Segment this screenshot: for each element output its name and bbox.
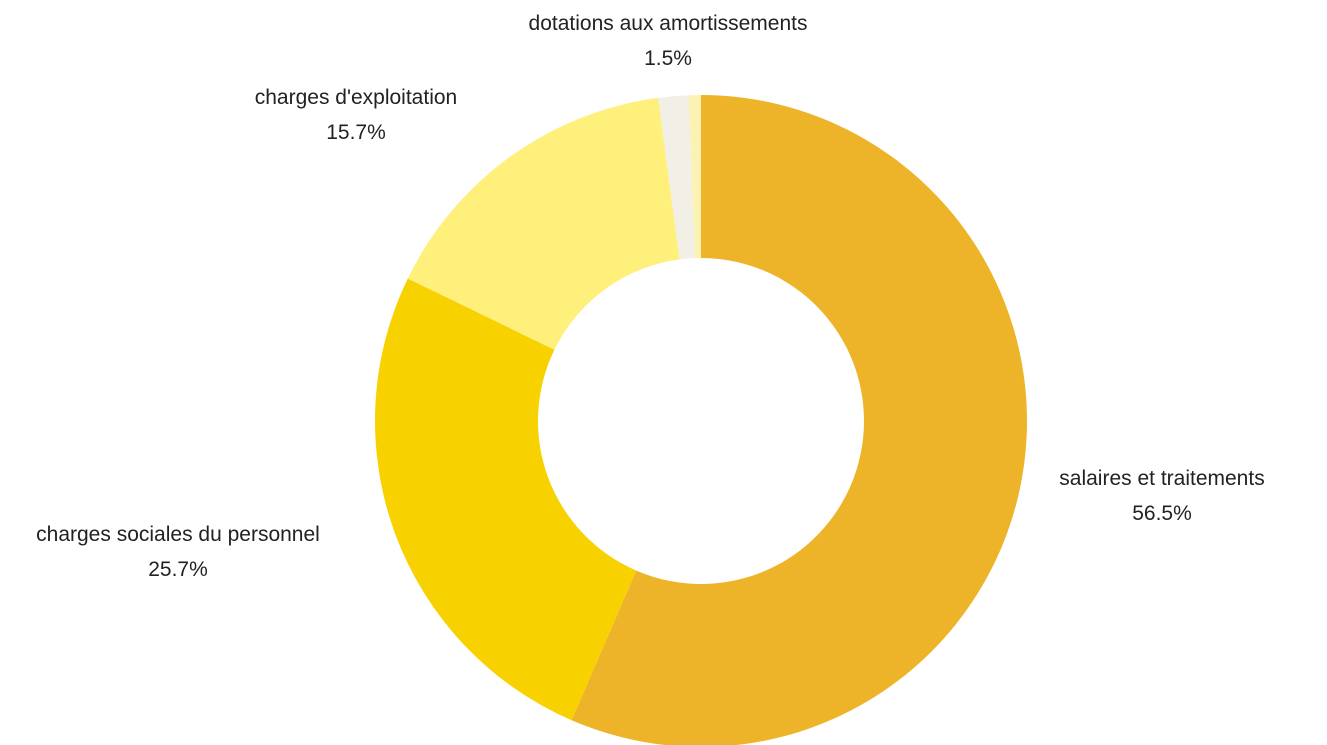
slice-label-charges-d-exploitation: charges d'exploitation xyxy=(255,86,457,109)
slice-other-4 xyxy=(688,95,701,259)
slice-value-salaires-et-traitements: 56.5% xyxy=(1132,502,1192,525)
donut-slices xyxy=(375,95,1027,745)
slice-label-charges-sociales-du-personnel: charges sociales du personnel xyxy=(36,523,320,546)
slice-labels: salaires et traitements 56.5% charges soci… xyxy=(36,12,1265,581)
slice-label-salaires-et-traitements: salaires et traitements xyxy=(1059,467,1264,490)
slice-label-dotations-aux-amortissements: dotations aux amortissements xyxy=(529,12,808,35)
slice-charges-sociales-du-personnel xyxy=(375,278,637,721)
slice-value-charges-sociales-du-personnel: 25.7% xyxy=(148,558,208,581)
slice-charges-d-exploitation xyxy=(407,97,680,350)
slice-value-dotations-aux-amortissements: 1.5% xyxy=(644,47,692,70)
slice-salaires-et-traitements xyxy=(571,95,1027,745)
slice-dotations-aux-amortissements xyxy=(658,95,695,260)
slice-value-charges-d-exploitation: 15.7% xyxy=(326,121,386,144)
